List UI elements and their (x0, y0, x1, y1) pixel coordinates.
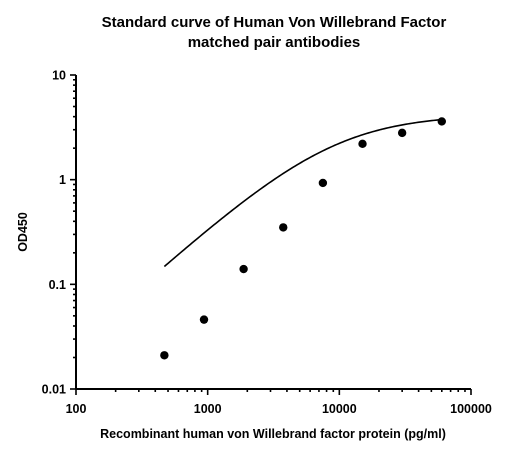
x-tick-label: 100000 (450, 402, 492, 416)
data-points (160, 117, 446, 360)
y-axis-label: OD450 (16, 212, 30, 252)
data-point (199, 315, 209, 324)
x-tick-label: 1000 (194, 402, 222, 416)
fit-curve (163, 118, 442, 268)
data-point (318, 178, 328, 188)
y-tick-label: 1 (59, 173, 66, 187)
y-tick-label: 0.1 (49, 278, 66, 292)
x-tick-label: 10000 (322, 402, 357, 416)
data-point (358, 139, 367, 149)
data-point (239, 264, 248, 274)
x-axis-ticks: 100 1000 10000 100000 (66, 389, 492, 416)
data-point (437, 117, 446, 126)
x-axis-label: Recombinant human von Willebrand factor … (100, 427, 446, 441)
data-point (397, 128, 407, 138)
data-point (279, 223, 288, 232)
data-point (160, 351, 169, 360)
chart-title-line-1: Standard curve of Human Von Willebrand F… (102, 14, 447, 31)
y-axis-ticks: 0.01 0.1 1 10 (42, 69, 76, 397)
y-tick-label: 0.01 (42, 383, 66, 397)
chart-title-line-2: matched pair antibodies (188, 34, 361, 51)
x-tick-label: 100 (66, 402, 87, 416)
y-tick-label: 10 (52, 69, 66, 83)
